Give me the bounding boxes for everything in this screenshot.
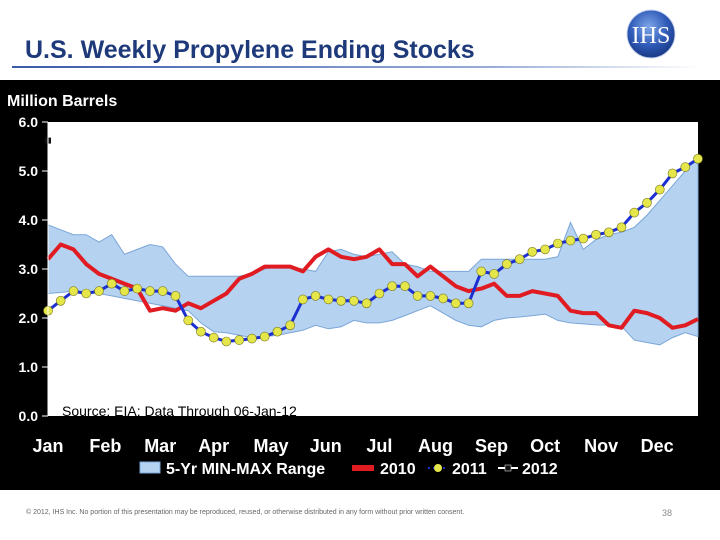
series-2011-point	[540, 244, 550, 255]
x-tick-label: Dec	[641, 436, 674, 456]
series-2011-point	[310, 291, 321, 301]
footer	[0, 490, 720, 540]
x-tick-label: Jul	[366, 436, 392, 456]
page-number: 38	[662, 508, 673, 518]
x-tick-label: Feb	[89, 436, 121, 456]
series-2011-point	[336, 296, 346, 306]
series-2011-point	[323, 294, 334, 305]
series-2011-point	[578, 233, 589, 244]
series-2011-point	[463, 298, 474, 309]
series-2010-line	[46, 242, 699, 330]
series-2011-point	[693, 154, 703, 164]
source-annotation: Source: EIA: Data Through 06-Jan-12	[62, 403, 297, 419]
series-2011-point	[412, 291, 423, 301]
y-tick-label: 0.0	[19, 408, 39, 424]
series-2011-point	[81, 288, 91, 299]
series-2011-point	[387, 281, 397, 291]
series-2011-point	[450, 298, 461, 309]
legend-swatch-2010	[352, 465, 374, 471]
legend-swatch-range	[139, 461, 161, 474]
x-tick-label: Sep	[475, 436, 508, 456]
y-tick-label: 3.0	[19, 261, 39, 277]
ihs-logo: IHS	[626, 9, 676, 59]
x-tick-label: Mar	[144, 436, 176, 456]
series-2011-point	[106, 278, 117, 289]
legend: 5-Yr MIN-MAX Range 2010 2011 2012	[139, 461, 558, 478]
series-2011-point	[476, 266, 487, 277]
legend-label-2010: 2010	[380, 461, 416, 478]
x-ticks: Jan Feb Mar Apr May Jun Jul Aug Sep Oct Nov Dec	[32, 436, 673, 456]
series-2011-point	[680, 162, 691, 172]
series-2011-point	[591, 229, 601, 240]
chart: 0.0 1.0 2.0 3.0 4.0 5.0 6.0 Jan Feb Mar Apr May Jun…	[7, 93, 703, 478]
y-ticks: 0.0 1.0 2.0 3.0 4.0 5.0 6.0	[19, 114, 48, 424]
series-2011-point	[145, 286, 155, 296]
x-tick-label: Jun	[310, 436, 342, 456]
series-2011-point	[603, 227, 614, 238]
y-tick-label: 4.0	[19, 212, 39, 228]
series-2011-point	[489, 269, 499, 279]
copyright-notice: © 2012, IHS Inc. No portion of this pres…	[26, 509, 465, 516]
y-tick-label: 5.0	[19, 163, 39, 179]
x-tick-label: Aug	[418, 436, 453, 456]
series-2011-point	[94, 286, 104, 296]
series-2011-point	[565, 235, 576, 246]
series-2011-point	[501, 259, 512, 269]
series-2011-point	[68, 286, 79, 296]
title-rule	[12, 66, 702, 68]
series-2011-point	[667, 168, 678, 179]
legend-swatch-2012	[504, 464, 512, 472]
series-2011-point	[157, 286, 168, 296]
series-2011-point	[514, 254, 525, 264]
series-2011-point	[374, 288, 385, 299]
y-tick-label: 2.0	[19, 310, 39, 326]
series-2011-point	[400, 281, 410, 291]
series-2011-point	[629, 207, 640, 218]
series-2011-line	[47, 157, 699, 343]
y-tick-label: 6.0	[19, 114, 39, 130]
series-2011-point	[272, 326, 283, 337]
legend-swatch-2011	[434, 464, 442, 472]
x-tick-label: May	[253, 436, 288, 456]
series-2011-point	[221, 336, 232, 347]
legend-label-range: 5-Yr MIN-MAX Range	[166, 461, 325, 478]
series-2011-point	[425, 291, 436, 301]
series-2011-point	[183, 315, 193, 326]
series-2011-point	[170, 291, 181, 301]
plot-layer	[43, 137, 703, 347]
series-2011-point	[349, 296, 359, 306]
series-2011-point	[259, 331, 270, 342]
series-2011-point	[361, 298, 372, 309]
series-2011-point	[616, 222, 627, 233]
page-title: U.S. Weekly Propylene Ending Stocks	[25, 36, 475, 64]
series-2011-point	[247, 333, 257, 344]
series-2011-point	[552, 238, 563, 249]
logo-globe	[626, 9, 676, 59]
logo-text: IHS	[632, 23, 671, 49]
y-tick-label: 1.0	[19, 359, 39, 375]
y-axis-label: Million Barrels	[7, 93, 117, 110]
series-2011-point	[285, 320, 296, 331]
series-2011-point	[196, 326, 206, 337]
series-2011-point	[438, 293, 448, 304]
series-2011-point	[132, 283, 142, 294]
series-2011-point	[119, 286, 130, 296]
series-2011-point	[654, 184, 665, 195]
x-tick-label: Jan	[32, 436, 63, 456]
legend-label-2012: 2012	[522, 461, 558, 478]
series-2011-point	[55, 296, 66, 306]
x-tick-label: Nov	[584, 436, 618, 456]
legend-label-2011: 2011	[452, 461, 487, 478]
series-2011-point	[298, 294, 308, 305]
series-2011-point	[234, 335, 244, 345]
series-2011-point	[527, 247, 538, 257]
series-2011-point	[208, 332, 219, 343]
x-tick-label: Apr	[198, 436, 229, 456]
x-tick-label: Oct	[530, 436, 560, 456]
series-2011-point	[642, 198, 652, 208]
